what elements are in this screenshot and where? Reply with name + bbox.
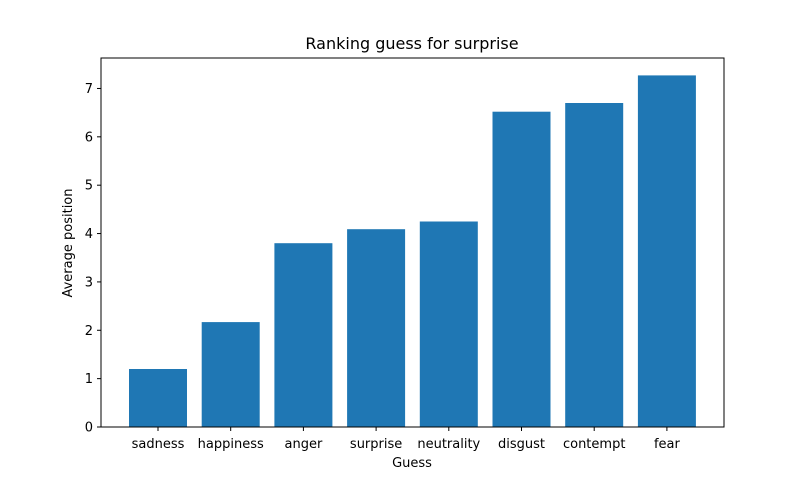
x-axis-ticks: sadness happiness anger surprise neutrality d… <box>132 427 681 452</box>
plot-frame <box>100 57 725 428</box>
y-tick-label: 2 <box>85 324 93 339</box>
x-tick-label: disgust <box>498 437 545 452</box>
bar-contempt <box>565 103 624 427</box>
x-tick-label: contempt <box>563 437 625 452</box>
y-tick-label: 1 <box>85 372 93 387</box>
y-tick-label: 3 <box>85 275 93 290</box>
y-tick-label: 4 <box>85 227 93 242</box>
y-axis-ticks: 0 1 2 3 4 5 6 7 <box>85 82 101 436</box>
y-tick-label: 6 <box>85 130 93 145</box>
bar-disgust <box>492 111 551 427</box>
bar-neutrality <box>419 221 478 427</box>
y-tick-label: 5 <box>85 179 93 194</box>
x-axis-label: Guess <box>392 456 432 471</box>
x-tick-label: fear <box>654 437 681 452</box>
x-tick-label: happiness <box>198 437 264 452</box>
y-axis-label: Average position <box>61 188 76 297</box>
y-tick-label: 0 <box>85 421 93 436</box>
x-tick-label: anger <box>284 437 322 452</box>
y-tick-label: 7 <box>85 82 93 97</box>
bars-group <box>129 75 696 428</box>
bar-sadness <box>129 369 187 427</box>
bar-fear <box>637 75 696 428</box>
bar-anger <box>274 243 333 427</box>
chart-title: Ranking guess for surprise <box>305 34 518 53</box>
bar-happiness <box>201 322 260 427</box>
bar-surprise <box>347 229 406 427</box>
x-tick-label: neutrality <box>417 437 480 452</box>
x-tick-label: sadness <box>132 437 185 452</box>
x-tick-label: surprise <box>350 437 402 452</box>
